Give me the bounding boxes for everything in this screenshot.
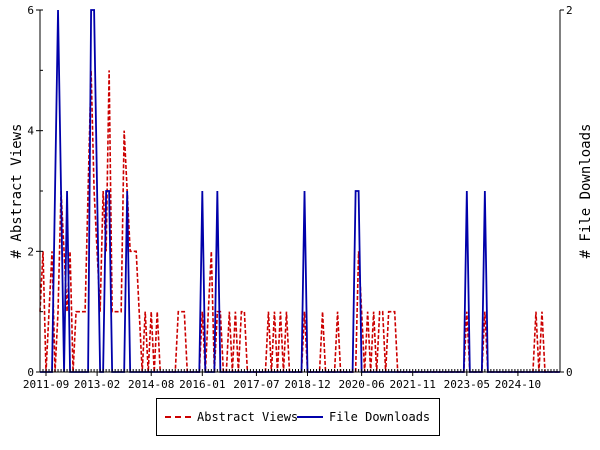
x-tick-label: 2017-07 [233,378,279,391]
y-right-tick-label: 2 [566,4,573,17]
x-tick-label: 2023-05 [444,378,490,391]
x-tick-label: 2018-12 [284,378,330,391]
x-tick-label: 2021-11 [390,378,436,391]
y-left-tick-label: 0 [27,366,34,379]
legend-swatch-file-downloads [297,416,323,418]
legend: Abstract Views File Downloads [156,398,440,436]
x-tick-label: 2014-08 [128,378,174,391]
y-left-tick-label: 2 [27,245,34,258]
legend-swatch-abstract-views [165,416,191,418]
ticks-layer: 2011-09 2013-02 2014-08 2016-01 2017-07 2018-… [23,4,573,391]
x-tick-label: 2016-01 [179,378,225,391]
left-axis-title: # Abstract Views [9,124,25,259]
y-left-tick-label: 4 [27,125,34,138]
legend-item-file-downloads: File Downloads [297,410,430,424]
legend-label-file-downloads: File Downloads [329,410,431,424]
x-tick-label: 2013-02 [74,378,120,391]
right-axis-title: # File Downloads [578,124,594,259]
legend-label-abstract-views: Abstract Views [197,410,299,424]
x-tick-label: 2020-06 [338,378,384,391]
y-left-tick-label: 6 [27,4,34,17]
x-tick-label: 2011-09 [23,378,69,391]
x-tick-label: 2024-10 [495,378,541,391]
y-right-tick-label: 0 [566,366,573,379]
legend-item-abstract-views: Abstract Views [165,410,298,424]
